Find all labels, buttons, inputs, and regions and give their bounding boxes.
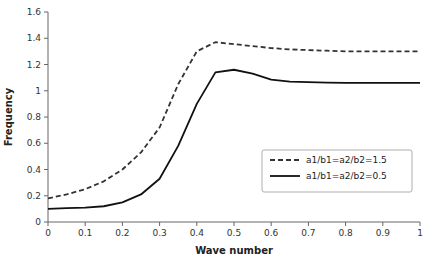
plot-area (48, 42, 420, 209)
x-tick-label: 0.4 (190, 228, 205, 238)
y-tick (44, 222, 48, 223)
y-tick (44, 12, 48, 13)
x-tick (420, 222, 421, 226)
line-series (48, 70, 420, 209)
y-tick (44, 169, 48, 170)
x-tick-label: 0 (45, 228, 51, 238)
legend-swatch (270, 159, 300, 161)
y-tick-label: 1 (35, 86, 41, 96)
y-tick-label: 0.8 (27, 112, 42, 122)
y-tick (44, 143, 48, 144)
x-tick-label: 0.2 (115, 228, 129, 238)
legend-swatch (270, 175, 300, 177)
y-tick (44, 195, 48, 196)
legend-label: a1/b1=a2/b2=1.5 (306, 155, 387, 165)
x-tick (196, 222, 197, 226)
y-tick-label: 0.6 (27, 138, 42, 148)
x-tick (85, 222, 86, 226)
x-tick (159, 222, 160, 226)
x-tick (345, 222, 346, 226)
x-tick-label: 0.8 (338, 228, 353, 238)
x-tick-label: 0.3 (152, 228, 166, 238)
y-tick-label: 1.4 (27, 33, 42, 43)
x-tick (234, 222, 235, 226)
x-tick (308, 222, 309, 226)
y-axis-label: Frequency (3, 87, 14, 146)
legend: a1/b1=a2/b2=1.5 a1/b1=a2/b2=0.5 (262, 150, 412, 192)
y-tick-label: 1.6 (27, 7, 42, 17)
x-tick-label: 0.7 (301, 228, 315, 238)
x-tick-label: 0.1 (78, 228, 92, 238)
y-tick (44, 38, 48, 39)
chart: 0 0.1 0.2 0.3 0.4 0.5 0.6 0.7 0.8 0.9 1 0 0.2 0.4 0.6 0… (0, 0, 434, 260)
x-tick (48, 222, 49, 226)
legend-frame (262, 150, 412, 192)
y-tick-label: 0 (35, 217, 41, 227)
x-axis-label: Wave number (195, 245, 273, 256)
y-tick-label: 0.4 (27, 165, 42, 175)
x-tick-label: 0.5 (227, 228, 241, 238)
y-tick-label: 1.2 (27, 60, 41, 70)
x-tick (382, 222, 383, 226)
y-tick-label: 0.2 (27, 191, 41, 201)
x-tick-label: 1 (417, 228, 423, 238)
x-tick (122, 222, 123, 226)
y-tick (44, 117, 48, 118)
x-tick (271, 222, 272, 226)
x-tick-label: 0.6 (264, 228, 279, 238)
y-tick (44, 64, 48, 65)
y-tick (44, 90, 48, 91)
x-tick-label: 0.9 (376, 228, 391, 238)
legend-label: a1/b1=a2/b2=0.5 (306, 171, 387, 181)
line-series (48, 42, 420, 198)
